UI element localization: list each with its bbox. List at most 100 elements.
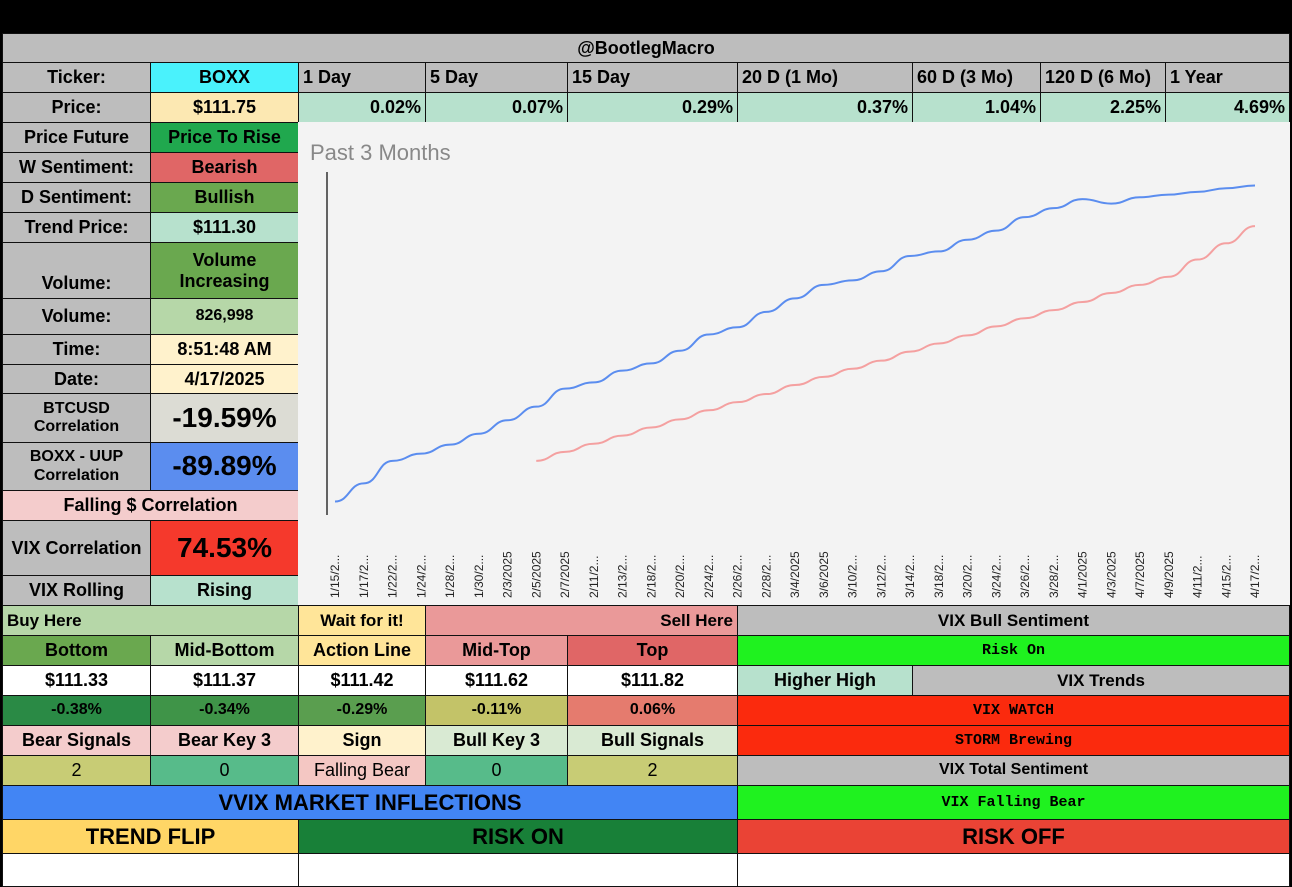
- level-header-bottom: Bottom: [2, 635, 151, 666]
- vix-correlation-label: VIX Correlation: [2, 520, 151, 576]
- period-header-5d: 5 Day: [425, 62, 568, 93]
- risk-on-cell: [298, 853, 738, 887]
- period-header-15d: 15 Day: [567, 62, 738, 93]
- vix-falling-bear: VIX Falling Bear: [737, 785, 1290, 820]
- x-tick-label: 1/24/2...: [414, 555, 428, 598]
- x-tick-label: 3/4/2025: [788, 551, 802, 598]
- x-tick-label: 3/10/2...: [846, 555, 860, 598]
- period-value-1y: 4.69%: [1165, 92, 1290, 123]
- w-sentiment-value: Bearish: [150, 152, 299, 183]
- x-tick-label: 1/15/2...: [328, 555, 342, 598]
- buy-here-label: Buy Here: [2, 605, 299, 636]
- period-value-120d: 2.25%: [1040, 92, 1166, 123]
- level-pct-mid-top: -0.11%: [425, 695, 568, 726]
- vix-risk-on: Risk On: [737, 635, 1290, 666]
- x-tick-label: 2/20/2...: [673, 555, 687, 598]
- period-header-1d: 1 Day: [298, 62, 426, 93]
- period-value-15d: 0.29%: [567, 92, 738, 123]
- x-tick-label: 3/28/2...: [1047, 555, 1061, 598]
- x-tick-label: 3/6/2025: [817, 551, 831, 598]
- period-header-120d: 120 D (6 Mo): [1040, 62, 1166, 93]
- date-label: Date:: [2, 364, 151, 394]
- vix-correlation-value: 74.53%: [150, 520, 299, 576]
- x-tick-label: 1/22/2...: [386, 555, 400, 598]
- vix-total-sentiment-header: VIX Total Sentiment: [737, 755, 1290, 786]
- ticker-value[interactable]: BOXX: [150, 62, 299, 93]
- signal-header-bear-key-3: Bear Key 3: [150, 725, 299, 756]
- vix-rolling-label: VIX Rolling: [2, 575, 151, 606]
- price-future-label: Price Future: [2, 122, 151, 153]
- x-tick-label: 3/20/2...: [961, 555, 975, 598]
- d-sentiment-label: D Sentiment:: [2, 182, 151, 213]
- time-value: 8:51:48 AM: [150, 334, 299, 365]
- falling-dollar-correlation: Falling $ Correlation: [2, 490, 299, 521]
- x-tick-label: 4/3/2025: [1104, 551, 1118, 598]
- chart-svg: Past 3 Months 1/15/2... 1/17/2... 1/22/2..…: [310, 140, 1262, 598]
- vix-bull-sentiment-header: VIX Bull Sentiment: [737, 605, 1290, 636]
- x-tick-label: 4/17/2...: [1248, 555, 1262, 598]
- signal-value-bear-key-3: 0: [150, 755, 299, 786]
- x-tick-label: 4/15/2...: [1219, 555, 1233, 598]
- date-value: 4/17/2025: [150, 364, 299, 394]
- series-line-trend: [536, 225, 1256, 462]
- level-pct-bottom: -0.38%: [2, 695, 151, 726]
- x-tick-label: 3/14/2...: [903, 555, 917, 598]
- vvix-market-inflections: VVIX MARKET INFLECTIONS: [2, 785, 738, 820]
- x-tick-label: 4/7/2025: [1133, 551, 1147, 598]
- period-value-60d: 1.04%: [912, 92, 1041, 123]
- vix-trends-header: VIX Trends: [912, 665, 1290, 696]
- sheet-title: @BootlegMacro: [2, 33, 1290, 63]
- vix-watch: VIX WATCH: [737, 695, 1290, 726]
- uup-correlation-label: BOXX - UUP Correlation: [2, 442, 151, 491]
- price-label: Price:: [2, 92, 151, 123]
- level-pct-top: 0.06%: [567, 695, 738, 726]
- vix-storm-brewing: STORM Brewing: [737, 725, 1290, 756]
- x-tick-label: 4/9/2025: [1162, 551, 1176, 598]
- x-tick-label: 2/26/2...: [731, 555, 745, 598]
- period-value-1d: 0.02%: [298, 92, 426, 123]
- period-value-20d: 0.37%: [737, 92, 913, 123]
- signal-value-sign: Falling Bear: [298, 755, 426, 786]
- level-pct-action-line: -0.29%: [298, 695, 426, 726]
- x-tick-label: 2/11/2...: [587, 556, 601, 598]
- x-tick-label: 2/24/2...: [702, 555, 716, 598]
- price-value: $111.75: [150, 92, 299, 123]
- volume-status: Volume Increasing: [150, 242, 299, 299]
- x-tick-label: 2/13/2...: [616, 555, 630, 598]
- volume-label-2: Volume:: [2, 298, 151, 335]
- signal-header-sign: Sign: [298, 725, 426, 756]
- price-chart: Past 3 Months 1/15/2... 1/17/2... 1/22/2..…: [298, 122, 1290, 605]
- wait-label: Wait for it!: [298, 605, 426, 636]
- trend-flip-header: TREND FLIP: [2, 819, 299, 854]
- uup-correlation-value: -89.89%: [150, 442, 299, 491]
- x-tick-label: 1/28/2...: [443, 555, 457, 598]
- vix-higher-high: Higher High: [737, 665, 913, 696]
- level-header-action-line: Action Line: [298, 635, 426, 666]
- signal-value-bear-signals: 2: [2, 755, 151, 786]
- x-tick-label: 3/26/2...: [1018, 555, 1032, 598]
- x-tick-label: 2/18/2...: [644, 555, 658, 598]
- signal-value-bull-signals: 2: [567, 755, 738, 786]
- w-sentiment-label: W Sentiment:: [2, 152, 151, 183]
- trend-flip-cell: [2, 853, 299, 887]
- x-tick-label: 2/3/2025: [501, 551, 515, 598]
- btc-correlation-value: -19.59%: [150, 393, 299, 443]
- signal-value-bull-key-3: 0: [425, 755, 568, 786]
- x-tick-label: 3/18/2...: [932, 555, 946, 598]
- trend-price-label: Trend Price:: [2, 212, 151, 243]
- series-line-price: [334, 184, 1256, 503]
- ticker-label: Ticker:: [2, 62, 151, 93]
- x-tick-label: 1/30/2...: [472, 555, 486, 598]
- d-sentiment-value: Bullish: [150, 182, 299, 213]
- period-header-20d: 20 D (1 Mo): [737, 62, 913, 93]
- level-header-mid-bottom: Mid-Bottom: [150, 635, 299, 666]
- level-price-mid-bottom: $111.37: [150, 665, 299, 696]
- vix-rolling-value: Rising: [150, 575, 299, 606]
- x-tick-label: 3/12/2...: [874, 555, 888, 598]
- time-label: Time:: [2, 334, 151, 365]
- x-tick-label: 2/28/2...: [759, 555, 773, 598]
- level-pct-mid-bottom: -0.34%: [150, 695, 299, 726]
- risk-off-header: RISK OFF: [737, 819, 1290, 854]
- chart-title: Past 3 Months: [310, 140, 451, 165]
- x-tick-label: 4/1/2025: [1076, 551, 1090, 598]
